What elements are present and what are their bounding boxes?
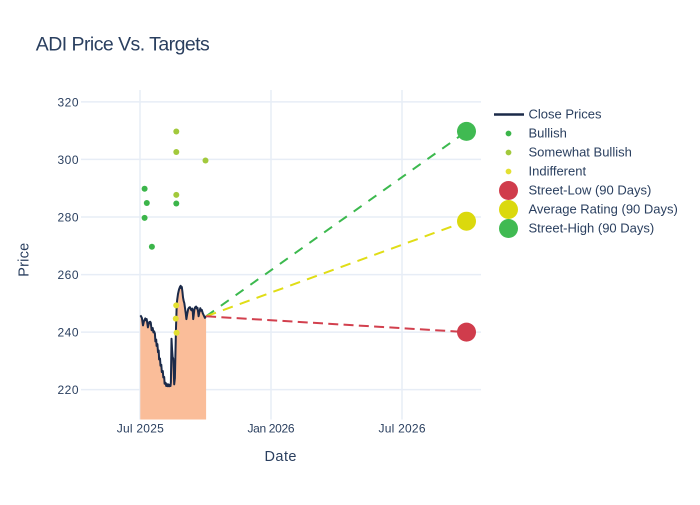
svg-text:Average Rating (90 Days): Average Rating (90 Days)	[529, 201, 678, 216]
svg-text:Jul 2025: Jul 2025	[117, 422, 164, 436]
svg-text:ADI Price Vs. Targets: ADI Price Vs. Targets	[36, 34, 210, 56]
svg-text:240: 240	[58, 326, 79, 340]
svg-text:Jul 2026: Jul 2026	[379, 422, 426, 436]
svg-text:Somewhat Bullish: Somewhat Bullish	[529, 144, 632, 159]
svg-text:220: 220	[58, 383, 79, 397]
svg-text:Street-High (90 Days): Street-High (90 Days)	[529, 220, 655, 235]
svg-text:300: 300	[58, 153, 79, 167]
svg-text:Close Prices: Close Prices	[529, 106, 602, 121]
svg-text:320: 320	[58, 95, 79, 109]
svg-text:Date: Date	[265, 449, 297, 465]
svg-text:280: 280	[58, 211, 79, 225]
svg-text:Price: Price	[16, 243, 32, 277]
svg-text:Jan 2026: Jan 2026	[248, 422, 295, 436]
svg-text:Street-Low (90 Days): Street-Low (90 Days)	[529, 182, 652, 197]
svg-text:Bullish: Bullish	[529, 125, 567, 140]
svg-text:Indifferent: Indifferent	[529, 163, 587, 178]
svg-text:260: 260	[58, 268, 79, 282]
